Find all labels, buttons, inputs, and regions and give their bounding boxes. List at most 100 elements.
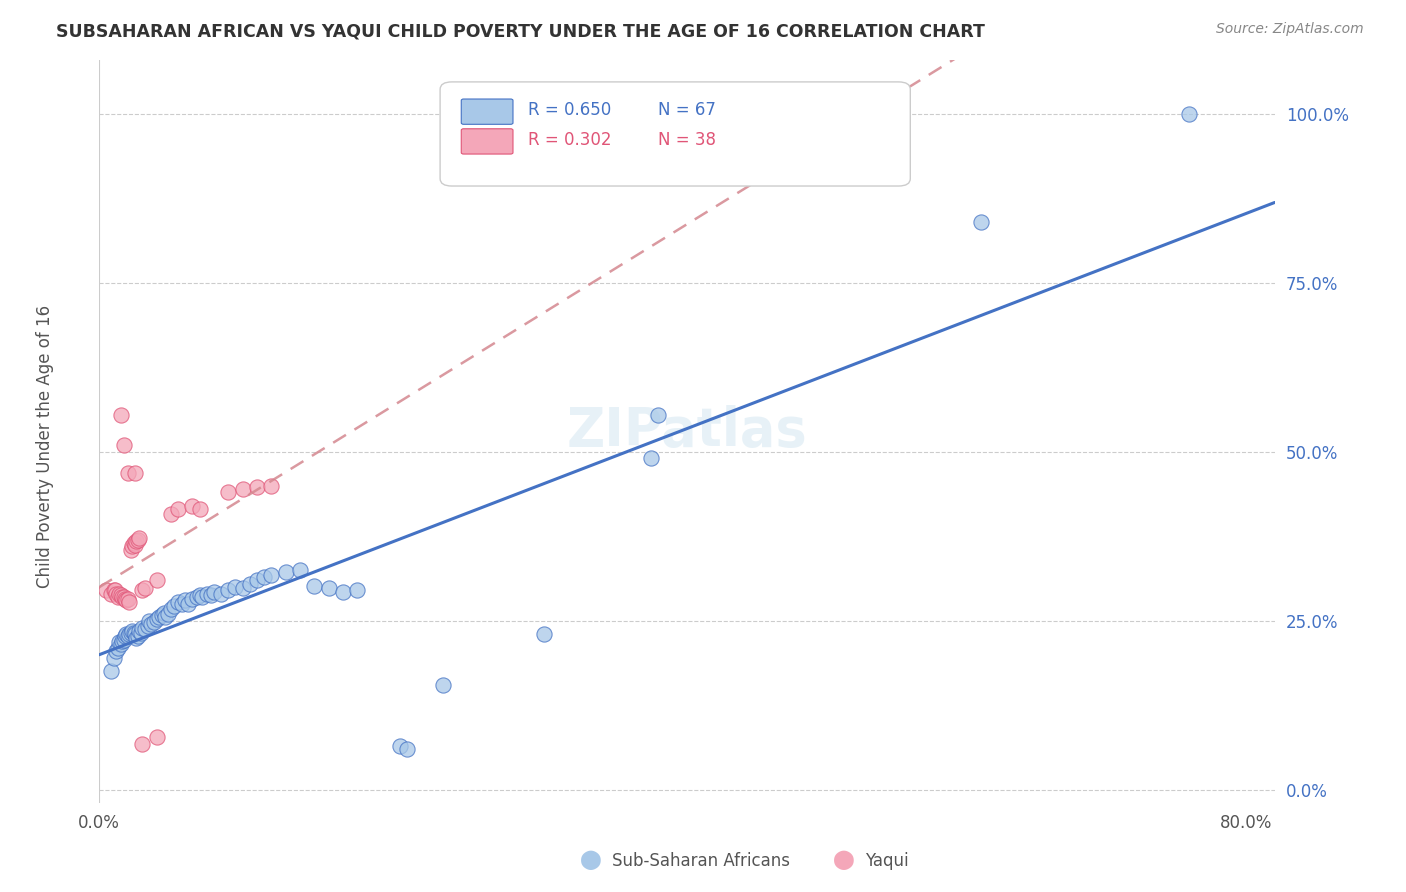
Point — [157, 607, 180, 621]
Point — [124, 627, 146, 641]
Point — [224, 580, 246, 594]
Point — [131, 620, 153, 634]
Point — [105, 587, 128, 601]
Point — [172, 597, 194, 611]
Text: ZIPatlas: ZIPatlas — [567, 406, 807, 458]
Point — [139, 617, 162, 632]
Point — [148, 610, 170, 624]
Point — [134, 582, 156, 596]
Point — [131, 737, 153, 751]
FancyBboxPatch shape — [461, 128, 513, 154]
Point — [174, 593, 197, 607]
Text: Sub-Saharan Africans: Sub-Saharan Africans — [612, 852, 790, 870]
Point — [120, 542, 142, 557]
Point — [396, 742, 419, 756]
Text: ⬤: ⬤ — [832, 850, 855, 870]
Point — [107, 590, 129, 604]
Point — [145, 612, 167, 626]
Point — [318, 582, 340, 596]
Text: N = 38: N = 38 — [658, 131, 716, 149]
Point — [128, 531, 150, 545]
Point — [188, 502, 211, 516]
Point — [121, 624, 143, 638]
Text: N = 67: N = 67 — [658, 101, 716, 120]
Point — [114, 592, 136, 607]
Point — [647, 408, 669, 422]
Point — [107, 640, 129, 655]
Point — [134, 622, 156, 636]
Point — [112, 438, 135, 452]
Point — [115, 627, 138, 641]
Point — [260, 567, 283, 582]
Point — [118, 627, 141, 641]
Point — [332, 585, 354, 599]
Point — [127, 629, 149, 643]
Point — [160, 601, 183, 615]
Point — [153, 610, 176, 624]
Point — [177, 597, 200, 611]
Point — [100, 665, 122, 679]
Point — [145, 573, 167, 587]
Point — [142, 615, 165, 629]
Point — [125, 533, 148, 548]
Point — [260, 478, 283, 492]
Point — [131, 583, 153, 598]
FancyBboxPatch shape — [461, 99, 513, 124]
Point — [129, 626, 152, 640]
Point — [117, 629, 139, 643]
Point — [110, 637, 132, 651]
Point — [202, 585, 225, 599]
Text: Yaqui: Yaqui — [865, 852, 908, 870]
Point — [217, 485, 239, 500]
Point — [346, 583, 368, 598]
Text: Source: ZipAtlas.com: Source: ZipAtlas.com — [1216, 22, 1364, 37]
Point — [209, 587, 232, 601]
Point — [103, 651, 125, 665]
Point — [103, 583, 125, 598]
Point — [186, 590, 208, 604]
Point — [163, 599, 186, 613]
Point — [127, 533, 149, 547]
Point — [115, 593, 138, 607]
Point — [533, 627, 555, 641]
Point — [100, 587, 122, 601]
Point — [246, 480, 269, 494]
Point — [200, 588, 222, 602]
Point — [191, 590, 214, 604]
Point — [239, 576, 262, 591]
FancyBboxPatch shape — [440, 82, 910, 186]
Text: R = 0.302: R = 0.302 — [529, 131, 612, 149]
Point — [136, 619, 159, 633]
Point — [110, 408, 132, 422]
Point — [112, 632, 135, 647]
Point — [181, 592, 204, 607]
Point — [160, 507, 183, 521]
Point — [124, 538, 146, 552]
Point — [117, 592, 139, 607]
Point — [111, 634, 134, 648]
Point — [432, 678, 454, 692]
Text: Child Poverty Under the Age of 16: Child Poverty Under the Age of 16 — [37, 304, 53, 588]
Point — [105, 644, 128, 658]
Point — [112, 590, 135, 604]
Point — [246, 573, 269, 587]
Point — [302, 578, 325, 592]
Point — [253, 570, 276, 584]
Point — [232, 582, 254, 596]
Point — [389, 739, 412, 753]
Point — [121, 540, 143, 554]
Point — [274, 565, 297, 579]
Point — [150, 608, 173, 623]
Text: SUBSAHARAN AFRICAN VS YAQUI CHILD POVERTY UNDER THE AGE OF 16 CORRELATION CHART: SUBSAHARAN AFRICAN VS YAQUI CHILD POVERT… — [56, 22, 986, 40]
Point — [640, 451, 662, 466]
Point — [108, 587, 131, 601]
Point — [122, 626, 145, 640]
Point — [104, 583, 127, 598]
Text: R = 0.650: R = 0.650 — [529, 101, 612, 120]
Point — [181, 499, 204, 513]
Point — [120, 626, 142, 640]
Point — [128, 624, 150, 638]
Point — [125, 631, 148, 645]
Point — [96, 583, 118, 598]
Point — [288, 563, 311, 577]
